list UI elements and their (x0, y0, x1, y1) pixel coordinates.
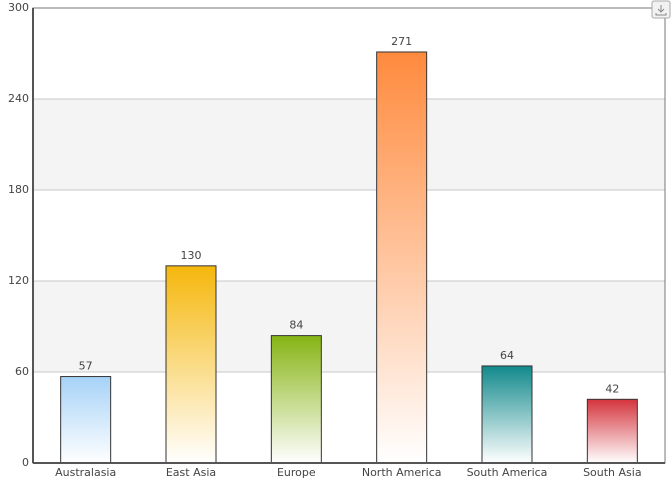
x-tick-label: South America (467, 466, 548, 479)
bar (60, 376, 112, 464)
grid-band (33, 99, 665, 190)
bar (270, 335, 322, 464)
value-label: 84 (289, 319, 303, 332)
x-tick-label: South Asia (583, 466, 642, 479)
bar (481, 365, 533, 464)
grid-band (33, 8, 665, 99)
value-label: 271 (391, 35, 412, 48)
x-tick-label: Australasia (55, 466, 116, 479)
bar (376, 51, 428, 464)
bar (586, 398, 638, 464)
y-tick-label: 240 (8, 92, 29, 105)
y-tick-label: 180 (8, 183, 29, 196)
x-tick-label: East Asia (166, 466, 216, 479)
value-label: 64 (500, 349, 514, 362)
x-tick-label: North America (362, 466, 442, 479)
grid-band (33, 190, 665, 281)
export-glyph (655, 5, 667, 16)
y-tick-label: 300 (8, 1, 29, 14)
y-tick-label: 120 (8, 274, 29, 287)
y-tick-label: 60 (15, 365, 29, 378)
y-tick-label: 0 (22, 456, 29, 469)
value-label: 42 (605, 382, 619, 395)
bar (165, 265, 217, 464)
grid-band (33, 372, 665, 463)
value-label: 57 (79, 360, 93, 373)
grid-band (33, 281, 665, 372)
export-button[interactable] (651, 0, 671, 19)
value-label: 130 (181, 249, 202, 262)
x-tick-label: Europe (277, 466, 316, 479)
